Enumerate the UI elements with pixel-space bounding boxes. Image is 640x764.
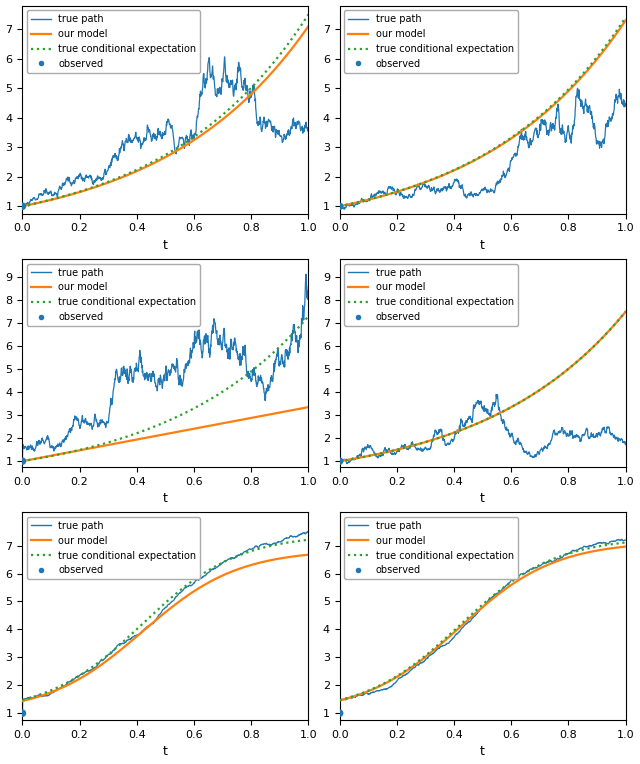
- Point: [17, 455, 28, 468]
- Legend: true path, our model, true conditional expectation, observed: true path, our model, true conditional e…: [28, 264, 200, 326]
- Point: [17, 707, 28, 719]
- Legend: true path, our model, true conditional expectation, observed: true path, our model, true conditional e…: [344, 11, 518, 73]
- X-axis label: t: t: [480, 746, 485, 759]
- Point: [17, 200, 28, 212]
- X-axis label: t: t: [163, 492, 168, 505]
- Point: [335, 200, 345, 212]
- Point: [335, 707, 345, 719]
- X-axis label: t: t: [480, 492, 485, 505]
- X-axis label: t: t: [163, 746, 168, 759]
- X-axis label: t: t: [480, 239, 485, 252]
- Legend: true path, our model, true conditional expectation, observed: true path, our model, true conditional e…: [28, 11, 200, 73]
- Point: [335, 455, 345, 468]
- Legend: true path, our model, true conditional expectation, observed: true path, our model, true conditional e…: [28, 517, 200, 579]
- Legend: true path, our model, true conditional expectation, observed: true path, our model, true conditional e…: [344, 264, 518, 326]
- Legend: true path, our model, true conditional expectation, observed: true path, our model, true conditional e…: [344, 517, 518, 579]
- X-axis label: t: t: [163, 239, 168, 252]
